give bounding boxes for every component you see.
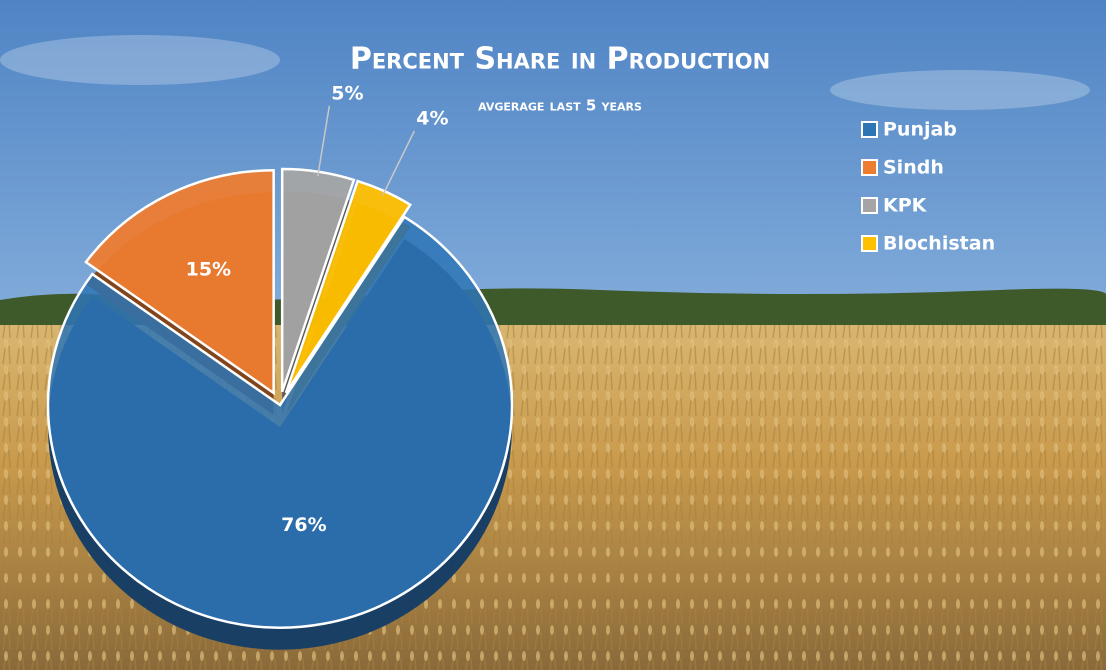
slice	[84, 169, 275, 396]
legend-swatch	[861, 235, 878, 252]
data-label: 4%	[416, 107, 448, 129]
legend-label: Blochistan	[883, 233, 995, 255]
pie: 76% 15% 5% 4%	[46, 82, 514, 650]
data-label: 76%	[281, 514, 326, 536]
cloud	[0, 35, 280, 85]
legend-label: Sindh	[883, 157, 944, 179]
leader-line	[317, 105, 331, 177]
legend-label: Punjab	[883, 119, 957, 141]
legend-label: KPK	[883, 195, 928, 217]
legend-swatch	[861, 121, 878, 138]
legend-swatch	[861, 197, 878, 214]
leader-line	[382, 130, 416, 196]
slice	[46, 215, 514, 629]
chart-title: Percent Share in Production	[350, 42, 770, 77]
tree-line	[0, 288, 1106, 330]
data-label: 5%	[331, 82, 363, 104]
data-label: 15%	[186, 258, 231, 280]
chart-subtitle: avgerage last 5 years	[478, 97, 642, 115]
legend-swatch	[861, 159, 878, 176]
legend: Punjab Sindh KPK Blochistan	[861, 119, 995, 255]
cloud	[830, 70, 1090, 110]
